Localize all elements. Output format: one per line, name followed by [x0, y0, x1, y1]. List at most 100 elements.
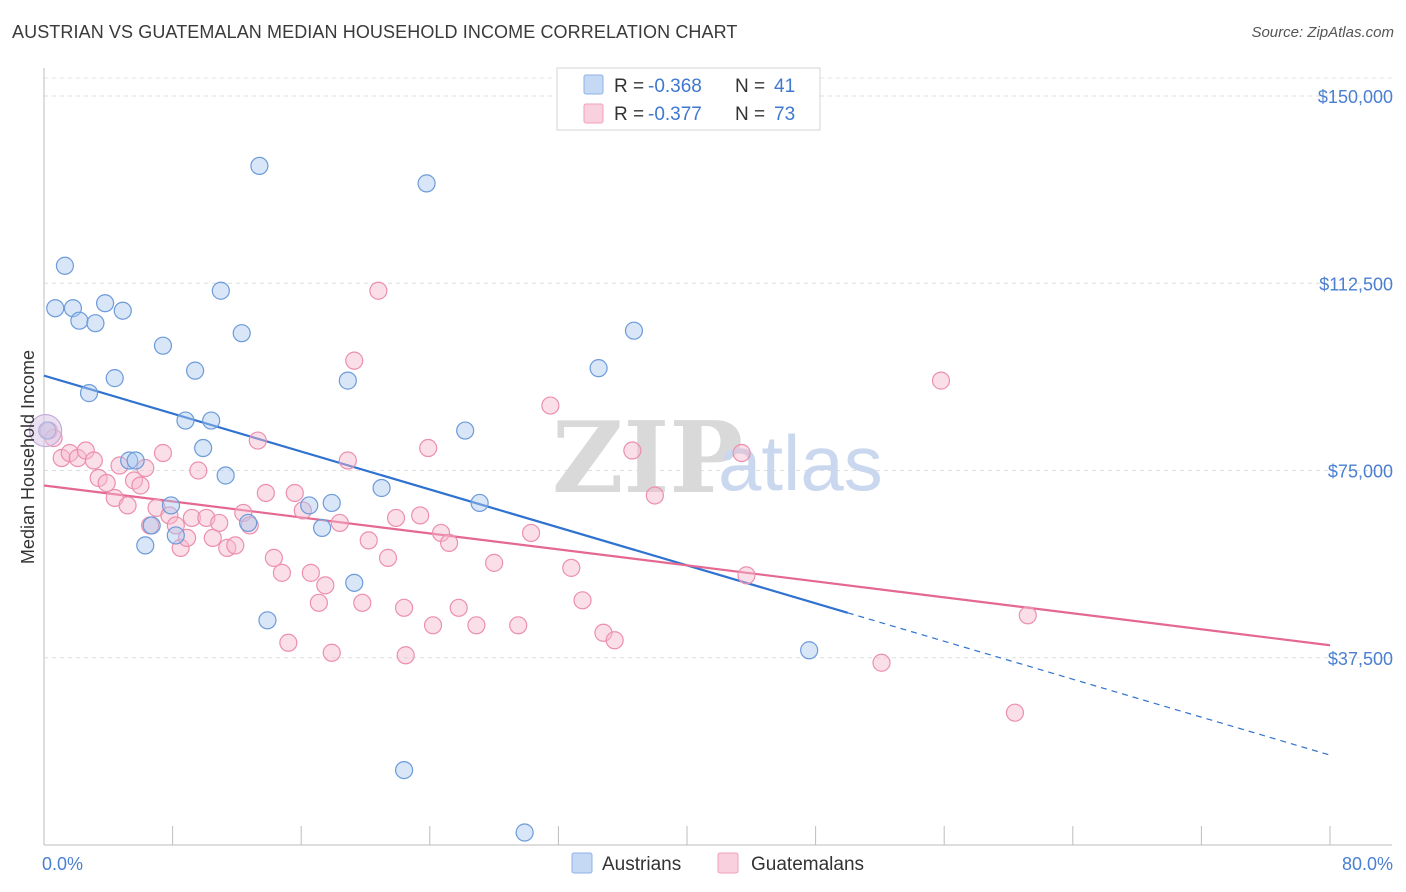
austrians-point-21 [456, 421, 475, 440]
austrians-point-12 [211, 281, 230, 300]
austrians-point-23 [120, 451, 139, 470]
bottom-legend-guatemalans: Guatemalans [751, 854, 864, 875]
legend-austrians-r: -0.368 [648, 76, 702, 97]
guatemalans-point-74 [1005, 703, 1025, 722]
bottom-legend: Austrians Guatemalans [571, 852, 864, 875]
austrians-point-16 [338, 371, 357, 390]
guatemalans-point-35 [279, 633, 298, 652]
austrians-point-2 [46, 299, 65, 318]
guatemalans-point-70 [737, 566, 756, 585]
guatemalans-point-23 [189, 461, 208, 480]
bottom-legend-austrians-swatch [571, 852, 593, 874]
legend-austrians-n: 41 [774, 76, 795, 97]
guatemalans-point-41 [322, 643, 341, 662]
legend-guatemalans-n: 73 [774, 104, 795, 125]
austrians-point-18 [624, 321, 644, 340]
axes [43, 68, 1392, 846]
guatemalans-point-46 [359, 531, 378, 550]
guatemalans-point-68 [645, 486, 664, 505]
guatemalans-point-69 [732, 443, 751, 463]
guatemalans-point-49 [386, 508, 406, 528]
austrians-point-1 [55, 256, 74, 275]
guatemalans-point-73 [1018, 606, 1037, 625]
source-label: Source: ZipAtlas.com [1251, 24, 1394, 41]
austrians-point-29 [161, 496, 181, 515]
legend-guatemalans-r-label: R = [614, 104, 644, 125]
guatemalans-point-38 [301, 563, 320, 582]
x-tick-label-min: 0.0% [42, 854, 83, 874]
legend-guatemalans-swatch [583, 103, 604, 124]
guatemalans-point-44 [345, 351, 364, 370]
austrians-point-25 [216, 466, 235, 485]
y-tick-label-2: $112,500 [1319, 274, 1393, 294]
trend-line-guatemalans [43, 484, 1331, 647]
guatemalans-point-61 [521, 523, 541, 543]
guatemalans-point-31 [248, 431, 267, 450]
austrians-point-11 [79, 384, 99, 403]
trend-line-austrians [43, 374, 849, 614]
guatemalans-point-63 [562, 558, 581, 577]
guatemalans-point-64 [573, 591, 592, 610]
austrians-point-20 [202, 411, 221, 430]
guatemalans-point-33 [264, 548, 283, 567]
austrians-point-26 [372, 478, 391, 498]
austrians-point-27 [300, 496, 319, 515]
guatemalans-point-36 [285, 483, 304, 503]
guatemalans-point-45 [353, 593, 372, 612]
guatemalans-point-72 [931, 371, 951, 390]
legend-guatemalans-n-label: N = [735, 104, 765, 125]
guatemalans-point-54 [423, 616, 443, 635]
guatemalans-point-14 [136, 458, 155, 478]
guatemalans-point-28 [226, 536, 245, 555]
guatemalans-point-26 [210, 513, 229, 533]
guatemalans-point-58 [467, 616, 486, 635]
guatemalans-point-59 [485, 553, 504, 572]
austrians-point-14 [250, 156, 269, 176]
guatemalans-point-22 [182, 508, 201, 528]
guatemalans-point-40 [316, 576, 335, 595]
austrians-point-38 [800, 641, 819, 660]
austrians-point-4 [95, 294, 115, 313]
guatemalans-point-21 [177, 528, 197, 548]
austrians-point-5 [70, 311, 89, 330]
austrians-point-34 [142, 516, 161, 535]
guatemalans-point-51 [396, 646, 415, 665]
austrians-point-15 [417, 174, 436, 193]
austrians-point-7 [113, 301, 132, 320]
guatemalans-point-6 [84, 451, 103, 470]
trend-line-dashed-austrians [847, 612, 1331, 756]
guatemalans-point-34 [272, 563, 292, 582]
guatemalans-point-57 [449, 598, 468, 617]
y-tick-label-1: $75,000 [1328, 462, 1393, 482]
austrians-point-40 [515, 823, 534, 842]
guatemalans-point-39 [309, 593, 328, 612]
overlap-point [29, 413, 63, 448]
guatemalans-point-17 [153, 443, 173, 463]
legend-austrians-n-label: N = [735, 76, 765, 97]
austrians-point-28 [322, 493, 341, 513]
series-guatemalans [39, 281, 1037, 722]
y-tick-labels: $37,500 $75,000 $112,500 $150,000 [1318, 87, 1393, 669]
legend-guatemalans-r: -0.377 [648, 104, 702, 125]
grid-lines [44, 77, 1392, 659]
chart-title: AUSTRIAN VS GUATEMALAN MEDIAN HOUSEHOLD … [12, 22, 738, 42]
data-points [29, 156, 1037, 842]
y-tick-label-3: $150,000 [1318, 87, 1393, 107]
austrians-point-37 [258, 611, 277, 630]
austrians-point-19 [176, 411, 195, 430]
austrians-point-30 [470, 493, 489, 513]
guatemalans-point-47 [369, 281, 388, 300]
austrians-point-10 [186, 361, 205, 380]
austrians-point-35 [312, 518, 332, 538]
guatemalans-point-66 [605, 631, 624, 650]
legend-austrians-r-label: R = [614, 76, 644, 97]
bottom-legend-austrians: Austrians [602, 854, 681, 875]
watermark-atlas: atlas [718, 419, 883, 507]
x-tick-label-max: 80.0% [1342, 854, 1393, 874]
austrians-point-9 [105, 369, 124, 388]
austrians-point-24 [126, 451, 145, 470]
guatemalans-point-32 [256, 483, 275, 503]
guatemalans-point-48 [378, 548, 398, 567]
guatemalans-point-60 [509, 616, 528, 635]
bottom-legend-guatemalans-swatch [717, 852, 739, 874]
